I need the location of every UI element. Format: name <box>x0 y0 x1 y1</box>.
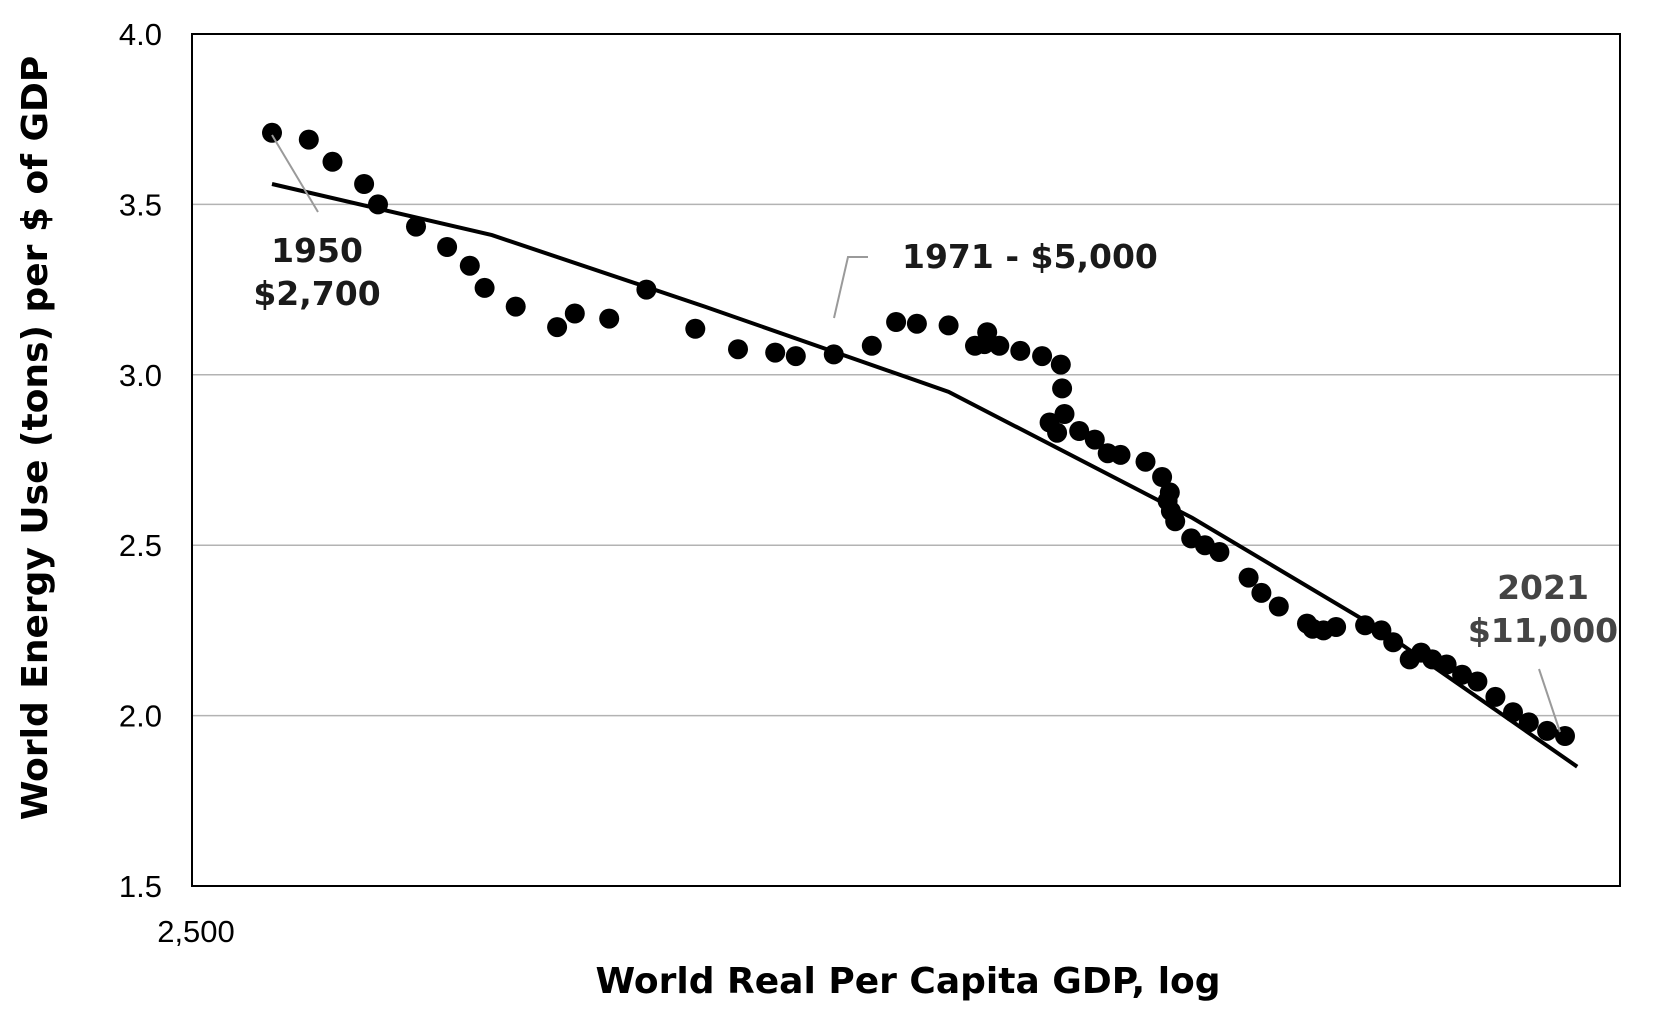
data-point <box>474 277 495 298</box>
data-point <box>368 194 388 215</box>
annotation-label: 1971 - $5,000 <box>902 237 1158 276</box>
data-point <box>1537 720 1558 741</box>
data-point <box>861 335 882 356</box>
y-tick-label: 4.0 <box>119 17 162 52</box>
data-point <box>1010 340 1031 361</box>
annotation-label: $11,000 <box>1468 611 1618 650</box>
data-point <box>636 279 657 300</box>
data-point <box>1383 632 1404 653</box>
data-point <box>354 174 375 194</box>
data-point <box>1165 511 1186 532</box>
data-point <box>1251 582 1272 603</box>
y-axis-tick-labels: 1.5 2.0 2.5 3.0 3.5 4.0 <box>119 17 162 904</box>
data-point <box>989 335 1010 356</box>
data-point <box>823 344 844 365</box>
data-point <box>599 308 620 329</box>
x-axis-tick-labels: 2,500 <box>157 914 235 949</box>
y-tick-label: 3.0 <box>119 358 162 393</box>
x-tick-label: 2,500 <box>157 914 235 949</box>
data-point <box>1436 654 1457 675</box>
data-point <box>564 303 585 324</box>
data-point <box>685 318 706 339</box>
data-point <box>547 317 568 338</box>
data-point <box>1050 354 1071 375</box>
annotation-label: $2,700 <box>253 274 380 313</box>
data-point <box>785 346 806 367</box>
data-point <box>1355 615 1376 636</box>
data-point <box>1135 451 1156 472</box>
data-point <box>1268 596 1289 617</box>
annotations: 1950 $2,700 1971 - $5,000 2021 $11,000 <box>253 134 1618 733</box>
annotation-leader-line <box>271 134 319 213</box>
data-point <box>1452 664 1473 685</box>
data-point <box>1485 686 1506 707</box>
data-point <box>322 151 343 172</box>
data-point <box>1054 404 1075 424</box>
annotation-leader-line <box>833 256 868 319</box>
data-point <box>262 122 282 143</box>
gridlines <box>192 203 1620 717</box>
data-point <box>1032 346 1053 367</box>
data-point <box>1110 444 1131 465</box>
y-tick-label: 3.5 <box>119 187 162 222</box>
annotation-label: 2021 <box>1497 568 1589 607</box>
annotation-leader-line <box>1538 668 1561 733</box>
data-point <box>1326 617 1347 637</box>
y-axis-title: World Energy Use (tons) per $ of GDP <box>15 56 56 821</box>
data-point <box>406 216 426 237</box>
data-point <box>906 313 927 334</box>
data-point <box>728 339 748 360</box>
data-point <box>1209 542 1230 562</box>
data-point <box>505 296 526 317</box>
y-tick-label: 2.5 <box>119 528 162 563</box>
y-tick-label: 2.0 <box>119 699 162 734</box>
data-point <box>437 237 458 257</box>
data-point <box>1069 421 1090 441</box>
data-point <box>977 322 998 343</box>
data-point <box>1084 429 1105 450</box>
data-point <box>886 312 907 332</box>
data-point <box>1518 712 1539 733</box>
data-point <box>1052 378 1073 399</box>
data-point <box>459 255 480 276</box>
plot-area-frame <box>191 33 1621 887</box>
data-point <box>1152 467 1173 487</box>
annotation-label: 1950 <box>271 231 363 270</box>
data-point <box>1047 422 1068 443</box>
data-point <box>1503 702 1523 723</box>
y-tick-label: 1.5 <box>119 869 162 904</box>
data-point <box>298 129 319 150</box>
x-axis-title: World Real Per Capita GDP, log <box>595 961 1220 1002</box>
data-point <box>1238 567 1259 588</box>
data-point <box>765 342 786 363</box>
data-point <box>1467 671 1488 692</box>
data-points <box>262 122 1575 746</box>
data-point <box>938 315 959 336</box>
